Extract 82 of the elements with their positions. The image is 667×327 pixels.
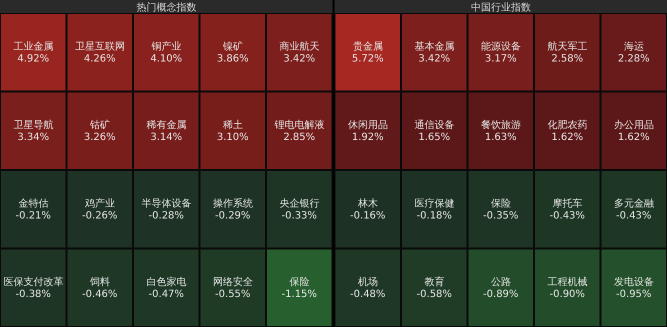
data-label: -0.16% [350, 210, 386, 222]
category-label: 白色家电 [146, 276, 186, 288]
data-label: -0.95% [616, 288, 652, 300]
data-label: -0.38% [16, 288, 51, 300]
data-label: 3.10% [216, 132, 249, 143]
category-label: 通信设备 [414, 118, 454, 131]
category-label: 网络安全 [212, 276, 253, 288]
category-label: 公路 [490, 276, 511, 288]
data-label: 3.42% [418, 53, 450, 64]
category-label: 锂电电解液 [273, 118, 324, 131]
category-label: 工业金属 [13, 40, 54, 52]
category-label: 卫星互联网 [74, 40, 125, 52]
category-label: 稀土 [222, 118, 243, 131]
data-label: -1.15% [282, 288, 317, 300]
data-label: 4.92% [17, 53, 50, 64]
category-label: 饲料 [88, 276, 110, 288]
data-label: -0.35% [483, 210, 518, 222]
category-label: 医保支付改革 [3, 276, 64, 288]
data-label: -0.89% [483, 288, 518, 300]
data-label: -0.28% [148, 210, 184, 222]
category-label: 铜产业 [150, 40, 182, 52]
category-label: 林木 [356, 197, 378, 210]
data-label: 2.58% [551, 53, 584, 64]
category-label: 工程机械 [547, 276, 588, 288]
category-label: 卫星导航 [13, 118, 54, 131]
text: 热门概念指数 [136, 2, 196, 14]
data-label: -0.55% [215, 288, 250, 300]
data-label: 1.92% [352, 132, 384, 143]
category-label: 操作系统 [212, 197, 253, 210]
data-label: 3.26% [84, 132, 116, 143]
text: 中国行业指数 [470, 2, 531, 14]
category-label: 商业航天 [279, 40, 320, 52]
data-label: 1.63% [484, 132, 517, 143]
category-label: 多元金融 [614, 197, 654, 210]
category-label: 稀有金属 [146, 118, 186, 131]
category-label: 半导体设备 [141, 197, 192, 210]
data-label: 5.72% [352, 53, 384, 64]
data-label: -0.43% [616, 210, 652, 222]
data-label: 3.17% [484, 53, 517, 64]
data-label: -0.26% [82, 210, 118, 222]
data-label: -0.18% [416, 210, 452, 222]
data-label: 3.42% [283, 53, 316, 64]
category-label: 机场 [358, 276, 378, 288]
category-label: 教育 [424, 276, 444, 288]
category-label: 餐饮旅游 [480, 118, 521, 131]
category-label: 保险 [289, 276, 310, 288]
data-label: -0.48% [350, 288, 386, 300]
data-label: 2.28% [618, 53, 650, 64]
data-label: 1.62% [618, 132, 650, 143]
category-label: 金特估 [18, 197, 48, 210]
category-label: 办公用品 [614, 118, 654, 131]
data-label: -0.58% [416, 288, 452, 300]
data-label: -0.21% [16, 210, 51, 222]
data-label: 4.26% [84, 53, 116, 64]
category-label: 休闲用品 [348, 118, 388, 131]
data-label: 1.65% [418, 132, 450, 143]
data-label: 1.62% [551, 132, 584, 143]
data-label: -0.43% [550, 210, 585, 222]
data-label: 3.34% [17, 132, 50, 143]
data-label: -0.47% [148, 288, 184, 300]
data-label: -0.29% [215, 210, 250, 222]
category-label: 发电设备 [614, 276, 654, 288]
category-label: 航天军工 [547, 40, 588, 52]
category-label: 贵金属 [352, 40, 383, 52]
category-label: 化肥农药 [547, 118, 588, 131]
data-label: 3.86% [216, 53, 249, 64]
category-label: 鸡产业 [84, 197, 115, 210]
category-label: 能源设备 [480, 40, 521, 52]
data-label: -0.33% [282, 210, 317, 222]
data-label: -0.90% [550, 288, 585, 300]
data-label: 4.10% [150, 53, 182, 64]
category-label: 基本金属 [414, 40, 454, 52]
category-label: 摩托车 [552, 197, 582, 210]
category-label: 保险 [490, 197, 511, 210]
data-label: -0.46% [82, 288, 118, 300]
category-label: 央企银行 [279, 197, 320, 210]
data-label: 3.14% [150, 132, 182, 143]
category-label: 镍矿 [222, 40, 243, 52]
category-label: 海运 [624, 40, 644, 52]
category-label: 医疗保健 [414, 197, 454, 210]
category-label: 钴矿 [88, 118, 110, 131]
data-label: 2.85% [283, 132, 316, 143]
